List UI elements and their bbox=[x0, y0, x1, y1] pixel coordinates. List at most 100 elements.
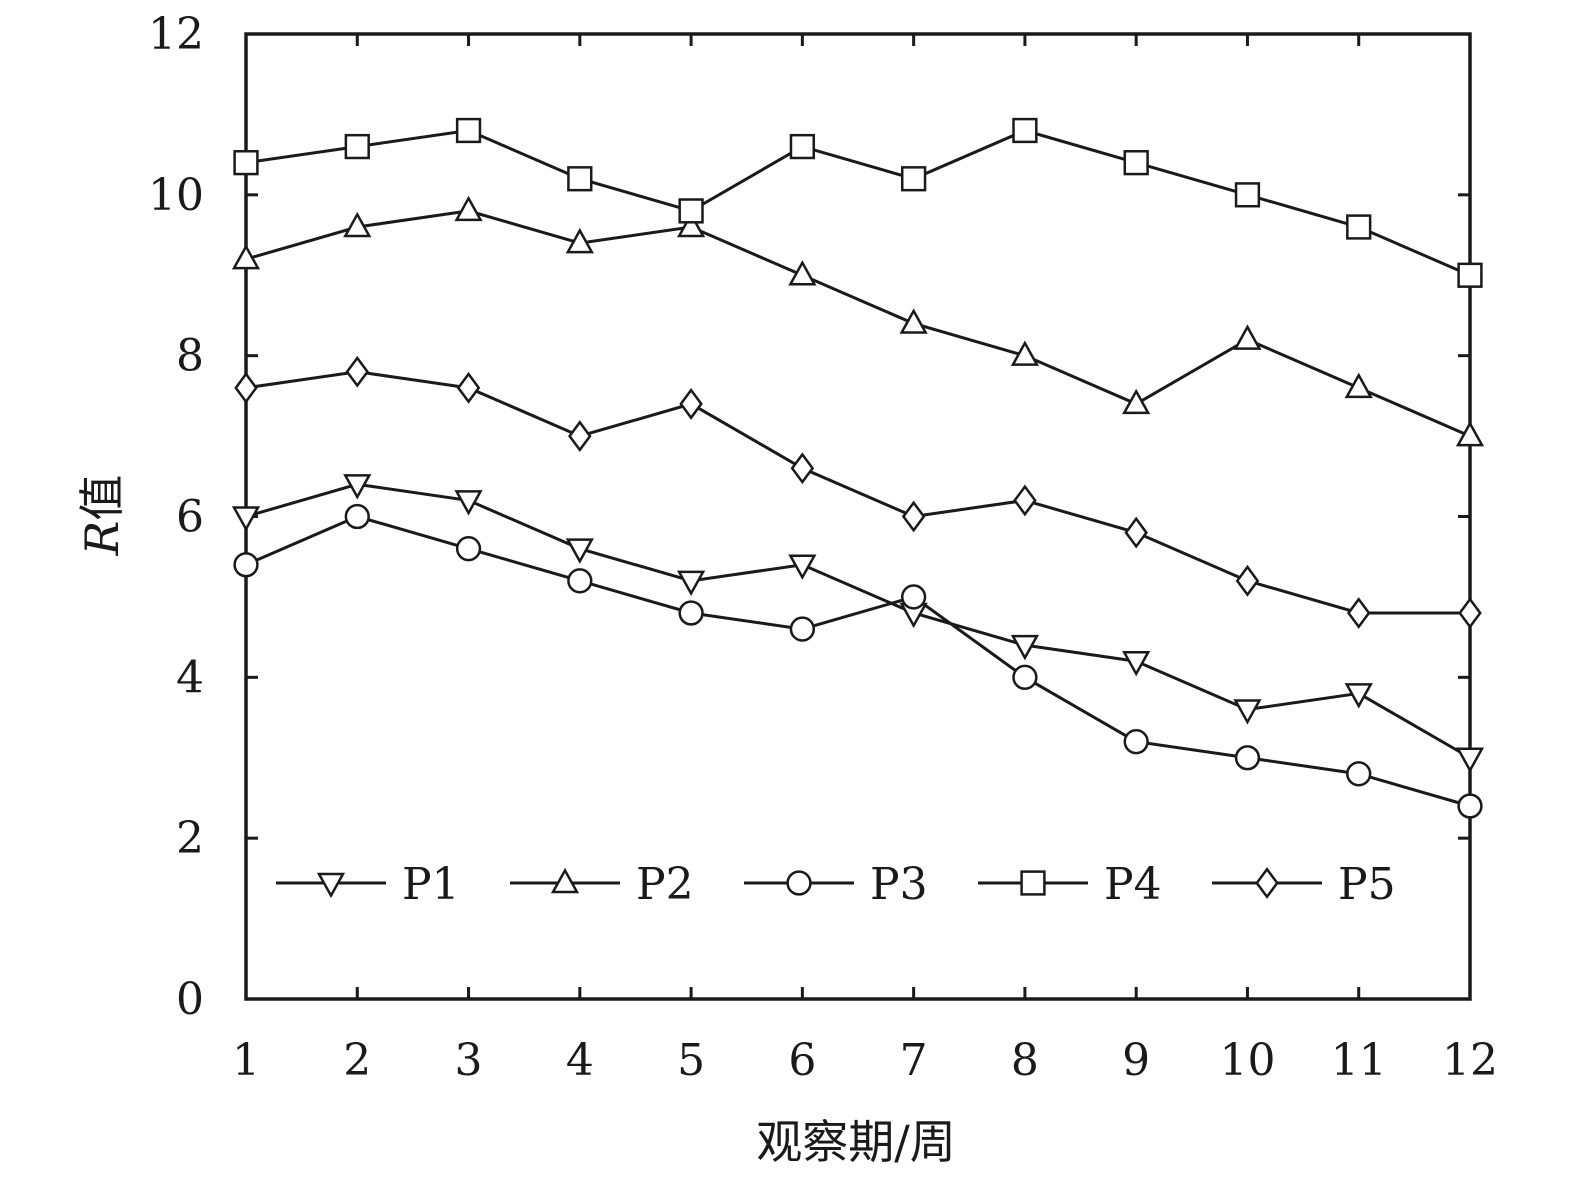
data-point-p3 bbox=[233, 552, 259, 578]
data-point-p4 bbox=[233, 150, 259, 176]
data-point-p5 bbox=[1124, 516, 1148, 549]
data-point-p1 bbox=[565, 538, 594, 564]
legend-entry-p3: P3 bbox=[744, 859, 928, 910]
data-point-p4 bbox=[344, 133, 370, 160]
data-point-p1 bbox=[1455, 747, 1485, 773]
x-tick-label: 11 bbox=[1331, 1035, 1387, 1086]
data-point-p5 bbox=[1458, 597, 1482, 629]
data-point-p4 bbox=[1123, 150, 1149, 176]
series-p5 bbox=[234, 355, 1482, 629]
data-point-p2 bbox=[565, 227, 594, 254]
plot-area-border bbox=[244, 32, 1472, 1001]
series-p3 bbox=[233, 503, 1483, 819]
y-tick-labels: 0 2 4 6 8 10 12 bbox=[148, 9, 204, 1025]
legend-entry-p5: P5 bbox=[1212, 859, 1396, 910]
data-point-p5 bbox=[345, 355, 370, 388]
legend-entry-p4: P4 bbox=[978, 859, 1162, 910]
data-point-p2 bbox=[1344, 372, 1373, 399]
data-point-p2 bbox=[1455, 420, 1485, 447]
data-point-p4 bbox=[1012, 117, 1038, 144]
y-tick-label: 6 bbox=[176, 492, 204, 543]
data-point-p3 bbox=[1123, 729, 1149, 755]
x-tick-label: 1 bbox=[232, 1035, 260, 1086]
data-point-p5 bbox=[456, 371, 481, 404]
data-point-p1 bbox=[454, 490, 483, 516]
data-point-p5 bbox=[568, 420, 592, 452]
legend-label: P1 bbox=[402, 859, 460, 910]
data-point-p4 bbox=[567, 166, 593, 192]
data-point-p5 bbox=[901, 500, 926, 533]
legend-marker bbox=[1255, 867, 1279, 899]
series-line-p3 bbox=[245, 514, 1471, 808]
x-tick-label: 8 bbox=[1011, 1035, 1039, 1086]
data-point-p3 bbox=[455, 536, 482, 562]
data-point-p1 bbox=[231, 506, 261, 532]
data-point-p4 bbox=[455, 117, 482, 144]
data-point-p1 bbox=[788, 554, 817, 580]
x-axis-label: 观察期/周 bbox=[756, 1115, 956, 1169]
y-axis-label-rest: 值 bbox=[75, 475, 129, 521]
data-point-p3 bbox=[567, 568, 593, 594]
y-tick-label: 12 bbox=[148, 9, 204, 60]
data-point-p3 bbox=[1012, 664, 1038, 690]
series-p4 bbox=[233, 117, 1483, 288]
x-tick-label: 5 bbox=[677, 1035, 705, 1086]
data-point-p4 bbox=[1346, 214, 1372, 240]
y-axis-label-italic: R bbox=[75, 521, 129, 557]
data-point-p2 bbox=[231, 243, 261, 270]
data-point-p4 bbox=[900, 166, 927, 192]
series-line-p2 bbox=[245, 209, 1471, 438]
y-tick-label: 4 bbox=[176, 652, 204, 703]
data-point-p1 bbox=[1344, 683, 1373, 709]
y-tick-label: 2 bbox=[176, 813, 204, 864]
data-point-p4 bbox=[678, 198, 704, 224]
data-point-p2 bbox=[1010, 340, 1040, 366]
data-point-p4 bbox=[1234, 182, 1261, 208]
data-point-p5 bbox=[679, 388, 703, 420]
series-line-p4 bbox=[245, 128, 1471, 277]
series-p1 bbox=[231, 474, 1485, 773]
data-point-p3 bbox=[900, 584, 927, 610]
legend-label: P4 bbox=[1104, 859, 1162, 910]
legend-marker bbox=[786, 870, 812, 896]
x-tick-label: 3 bbox=[455, 1035, 483, 1086]
x-tick-label: 2 bbox=[343, 1035, 371, 1086]
legend-label: P2 bbox=[636, 859, 694, 910]
data-point-p2 bbox=[676, 211, 706, 238]
data-point-p2 bbox=[899, 308, 928, 334]
y-axis-label: R值 bbox=[75, 475, 129, 557]
x-tick-label: 12 bbox=[1442, 1035, 1498, 1086]
data-point-p5 bbox=[234, 371, 258, 404]
data-point-p1 bbox=[1122, 651, 1151, 677]
y-tick-label: 10 bbox=[148, 170, 204, 221]
y-tick-label: 0 bbox=[176, 974, 204, 1025]
series-p2 bbox=[231, 195, 1485, 447]
legend-entry-p1: P1 bbox=[276, 859, 460, 910]
legend-marker bbox=[550, 867, 580, 894]
data-point-p5 bbox=[790, 452, 815, 485]
data-point-p4 bbox=[789, 133, 816, 160]
data-point-p3 bbox=[1234, 745, 1261, 771]
x-tick-label: 4 bbox=[566, 1035, 594, 1086]
data-point-p1 bbox=[343, 474, 372, 500]
legend: P1 P2 P3 P4 P5 bbox=[276, 859, 1396, 910]
series-line-p5 bbox=[245, 370, 1470, 615]
data-point-p2 bbox=[788, 260, 817, 286]
data-point-p1 bbox=[1233, 699, 1262, 725]
legend-marker bbox=[1020, 870, 1046, 896]
data-point-p5 bbox=[1013, 484, 1037, 517]
data-point-p2 bbox=[454, 195, 483, 222]
legend-marker bbox=[316, 872, 346, 899]
legend-label: P5 bbox=[1338, 859, 1396, 910]
axis-ticks bbox=[244, 32, 1472, 1001]
data-point-p4 bbox=[1457, 262, 1483, 288]
data-point-p2 bbox=[1122, 388, 1151, 415]
data-point-p3 bbox=[678, 600, 704, 626]
x-tick-label: 10 bbox=[1219, 1035, 1275, 1086]
series-line-p1 bbox=[245, 482, 1471, 760]
legend-entry-p2: P2 bbox=[510, 859, 694, 910]
data-point-p3 bbox=[789, 616, 816, 642]
x-tick-label: 9 bbox=[1122, 1035, 1150, 1086]
data-point-p5 bbox=[1346, 597, 1371, 629]
